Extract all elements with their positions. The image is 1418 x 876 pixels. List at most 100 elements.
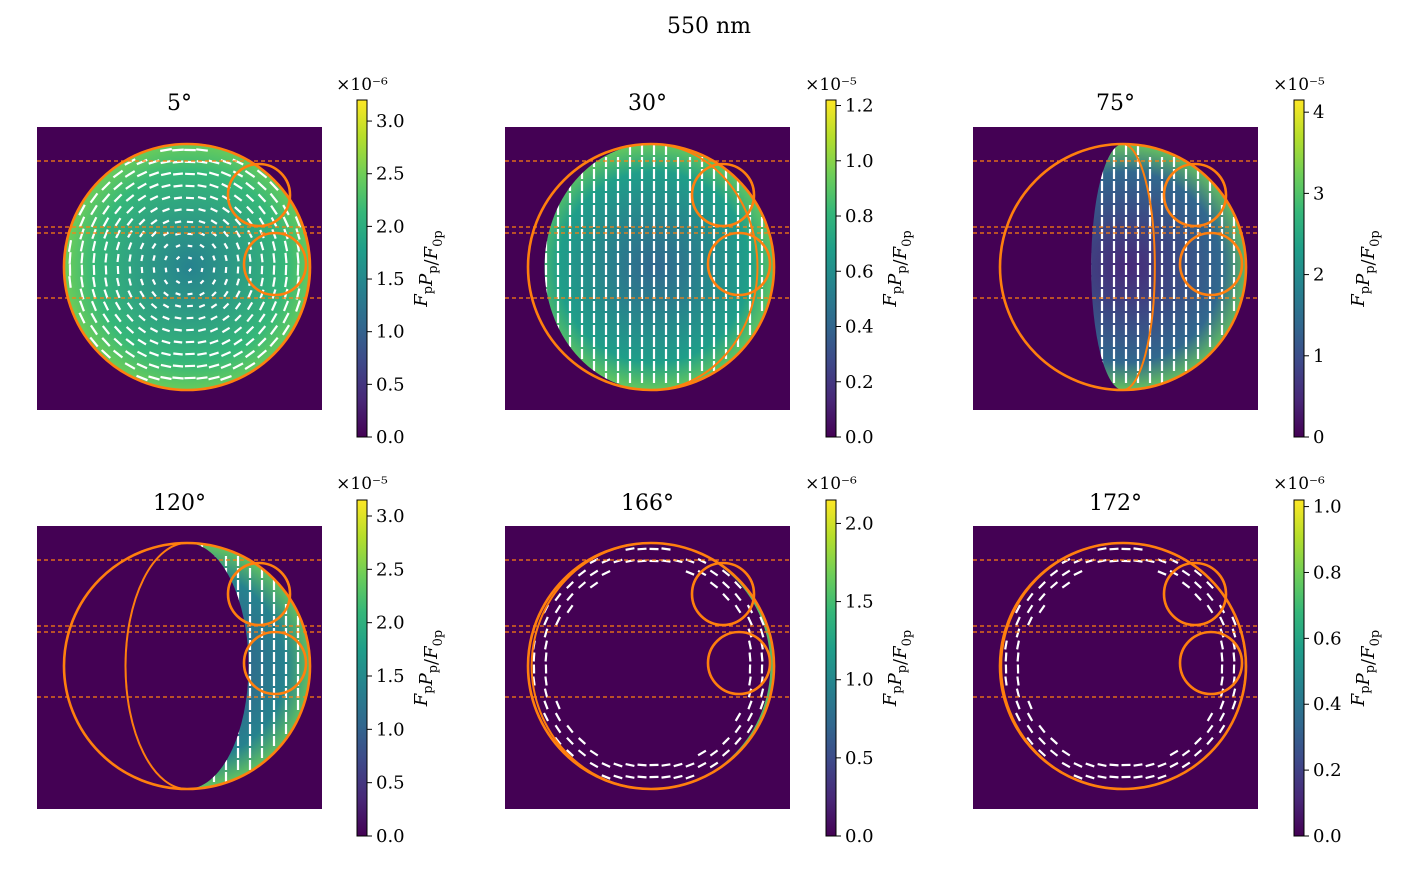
polarization-vector [244, 349, 256, 359]
polarization-vector [103, 229, 109, 239]
label-part: P [1353, 672, 1374, 686]
polarization-vector [697, 761, 707, 769]
polarization-vector [244, 169, 256, 179]
polarization-vector [174, 328, 182, 332]
polarization-vector [543, 616, 549, 626]
polarization-vector [1016, 640, 1020, 650]
label-part: / [421, 258, 442, 265]
vector-field [532, 547, 765, 780]
polarization-vector [271, 241, 277, 251]
polarization-vector [1194, 592, 1202, 602]
polarization-vector [187, 244, 193, 248]
polarization-vector [209, 351, 219, 357]
polarization-vector [224, 254, 228, 262]
polarization-vector [661, 547, 671, 551]
polarization-vector [246, 313, 254, 323]
polarization-vector [721, 581, 731, 589]
colorbar-tick-label: 3.0 [376, 506, 405, 527]
polarization-vector [114, 217, 122, 227]
colorbar-tick-label: 0.0 [1313, 826, 1342, 847]
polarization-vector [1133, 775, 1143, 779]
polarization-vector [746, 724, 754, 734]
panel-title: 75° [1096, 91, 1135, 116]
polarization-vector [294, 216, 302, 228]
polarization-vector [565, 749, 575, 757]
polarization-vector [208, 363, 220, 369]
polarization-vector [1220, 652, 1224, 662]
feature-circle [690, 162, 756, 228]
colorbar-tick-label: 1.0 [1313, 497, 1342, 518]
polarization-vector [90, 300, 98, 312]
polarization-vector [138, 206, 146, 214]
polarization-vector [1049, 569, 1059, 577]
polarization-vector [162, 315, 170, 321]
polarization-vector [89, 324, 99, 336]
polarization-vector [685, 762, 695, 768]
polarization-vector [256, 169, 268, 179]
polarization-vector [149, 195, 159, 201]
colorbar-scale: ×10⁻⁵ [1273, 75, 1325, 95]
polarization-vector [1026, 604, 1034, 614]
polarization-vector [79, 300, 85, 312]
colorbar-tick-label: 1.5 [845, 592, 874, 613]
polarization-vector [1015, 628, 1021, 638]
polarization-vector [589, 749, 599, 757]
polarization-vector [210, 207, 218, 213]
polarization-vector [1231, 628, 1237, 638]
label-part: F [890, 645, 911, 660]
polarization-vector [247, 229, 253, 239]
label-part: P [416, 672, 437, 686]
polarization-vector [283, 240, 289, 252]
polarization-vector [544, 652, 548, 662]
polarization-vector [747, 700, 753, 710]
feature-circle [1178, 630, 1244, 696]
label-part: F [1358, 645, 1379, 660]
colorbar-scale: ×10⁻⁵ [336, 474, 388, 494]
polarization-vector [1026, 592, 1034, 602]
polarization-vector [1016, 676, 1020, 686]
polarization-vector [1026, 736, 1034, 746]
label-part: F [880, 293, 901, 308]
polarization-vector [1206, 580, 1214, 590]
label-subscript: p [1363, 265, 1378, 273]
label-subscript: p [421, 685, 436, 693]
colorbar-label: FpPp/F0p [880, 630, 915, 707]
polarization-vector [91, 288, 97, 300]
polarization-vector [173, 352, 183, 356]
label-subscript: 0p [1368, 230, 1383, 247]
polarization-vector [208, 375, 220, 381]
polarization-vector [139, 278, 145, 286]
label-subscript: 0p [431, 230, 446, 247]
polarization-vector [160, 159, 172, 165]
polarization-vector [115, 229, 121, 239]
polarization-vector [1014, 604, 1022, 614]
polarization-vector [126, 218, 134, 226]
polarization-vector [162, 207, 170, 213]
polarization-vector [295, 228, 301, 240]
colorbar [1293, 99, 1305, 438]
polarization-vector [589, 761, 599, 769]
polarization-vector [175, 244, 181, 248]
polarization-vector [160, 171, 172, 177]
colorbar-tick-label: 0.0 [376, 826, 405, 847]
polarization-vector [601, 762, 611, 768]
polarization-vector [734, 736, 742, 746]
polarization-vector [1145, 774, 1155, 780]
polarization-vector [151, 290, 157, 298]
polarization-vector [160, 147, 172, 153]
polarization-vector [232, 350, 244, 358]
polarization-vector [259, 289, 265, 299]
polarization-vector [208, 171, 220, 177]
polarization-vector [91, 228, 97, 240]
polarization-vector [759, 700, 765, 710]
polarization-vector [256, 349, 268, 359]
feature-circle [226, 162, 292, 228]
planet-outline [62, 541, 312, 791]
polarization-vector [90, 312, 98, 324]
polarization-vector [272, 253, 276, 263]
polarization-vector [1181, 581, 1191, 589]
polarization-vector [233, 326, 243, 334]
